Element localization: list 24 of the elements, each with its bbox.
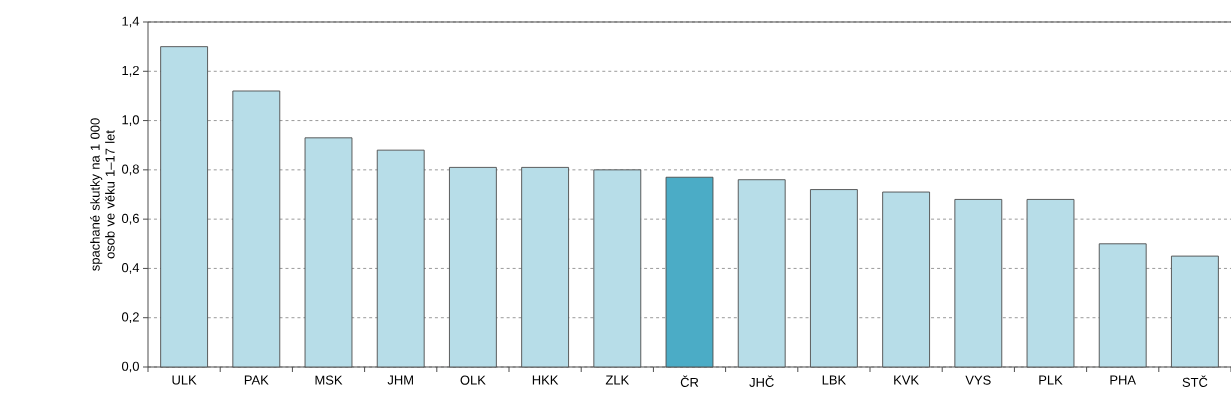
x-tick-label: LBK — [822, 375, 847, 385]
y-tick-label: 0,0 — [121, 361, 139, 373]
x-tick-label: OLK — [460, 375, 486, 385]
y-axis-title: spachané skutky na 1 000 osob ve věku 1–17 let — [90, 118, 115, 271]
x-tick-label: PHA — [1110, 375, 1136, 385]
x-tick-label: KVK — [894, 375, 919, 385]
x-tick-label: MSK — [315, 375, 343, 385]
x-tick-label: JHM — [387, 375, 413, 385]
y-tick-label: 1,4 — [122, 16, 140, 28]
x-tick-label: VYS — [965, 375, 991, 385]
x-tick-label: ČR — [680, 375, 699, 387]
y-tick-label: 0,8 — [121, 164, 139, 176]
x-tick-label: HKK — [532, 375, 559, 385]
y-tick-label: 1,0 — [122, 115, 139, 126]
x-tick-label: ZLK — [605, 375, 630, 385]
x-tick-label: STČ — [1182, 375, 1208, 387]
y-tick-label: 0,4 — [121, 263, 140, 274]
x-tick-label: PAK — [244, 375, 269, 385]
x-tick-label: JHČ — [749, 375, 774, 387]
x-tick-label: PLK — [1039, 375, 1063, 385]
y-tick-label: 0,6 — [121, 213, 139, 225]
y-tick-label: 1,2 — [122, 65, 139, 77]
x-tick-label: ULK — [172, 375, 197, 385]
y-tick-label: 0,2 — [121, 312, 139, 324]
